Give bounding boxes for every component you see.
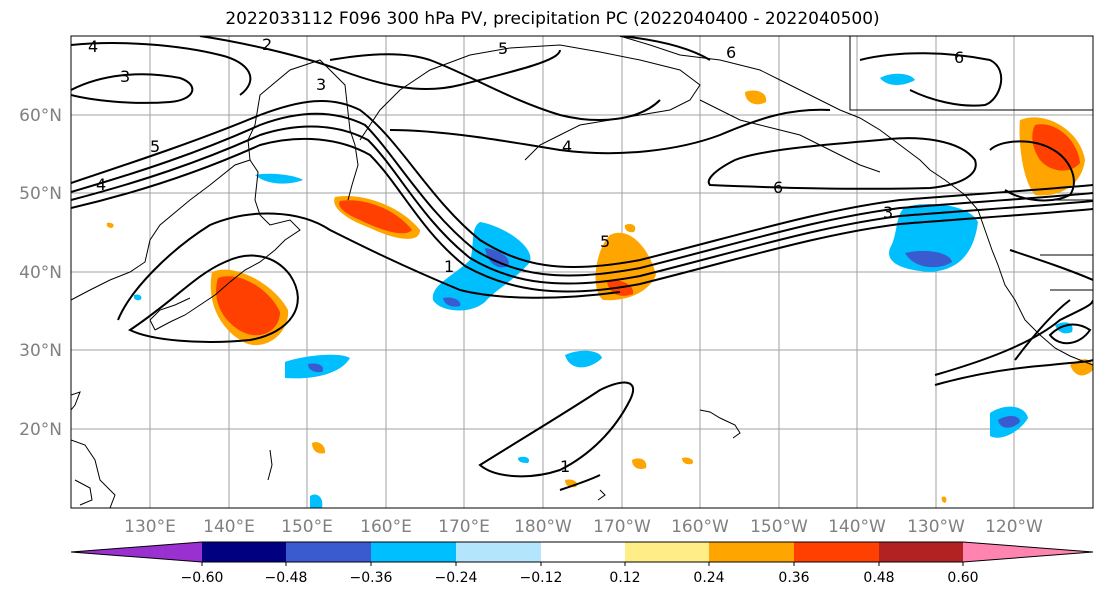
colorbar-tick-label: 0.60: [947, 570, 978, 586]
lon-label: 130°E: [124, 517, 176, 537]
colorbar-segment: [794, 542, 879, 562]
colorbar-tick-label: 0.12: [609, 570, 640, 586]
map-title: 2022033112 F096 300 hPa PV, precipitatio…: [225, 9, 880, 29]
contour-label: 4: [96, 175, 106, 194]
lat-label: 20°N: [19, 420, 62, 440]
colorbar-segment: [963, 542, 1093, 562]
colorbar-segment: [709, 542, 794, 562]
colorbar-tick-label: −0.60: [181, 570, 224, 586]
contour-label: 1: [560, 457, 570, 476]
colorbar-segment: [202, 542, 286, 562]
colorbar-segment: [371, 542, 456, 562]
contour-label: 1: [444, 257, 454, 276]
lon-label: 140°E: [203, 517, 255, 537]
contour-label: 3: [316, 75, 326, 94]
lat-labels: 20°N 30°N 40°N 50°N 60°N: [19, 106, 62, 440]
lon-label: 170°W: [593, 517, 651, 537]
contour-label: 5: [498, 39, 508, 58]
lat-label: 40°N: [19, 263, 62, 283]
contour-label: 2: [262, 35, 272, 54]
lat-label: 50°N: [19, 184, 62, 204]
contour-labels: 4 3 2 5 3 6 6 5 4 4 6 3 1 5 1: [88, 35, 964, 476]
lon-label: 180°W: [514, 517, 572, 537]
map-plot-area: 4 3 2 5 3 6 6 5 4 4 6 3 1 5 1: [71, 35, 1093, 508]
contour-label: 4: [88, 37, 98, 56]
colorbar-tick-label: 0.24: [693, 570, 724, 586]
contour-label: 5: [600, 232, 610, 251]
precip-anomaly-shading: [106, 73, 1093, 508]
lon-label: 120°W: [985, 517, 1043, 537]
lon-labels: 130°E 140°E 150°E 160°E 170°E 180°W 170°…: [124, 517, 1043, 537]
colorbar-segment: [625, 542, 709, 562]
lon-label: 140°W: [828, 517, 886, 537]
contour-label: 6: [773, 178, 783, 197]
colorbar-tick-label: 0.36: [778, 570, 809, 586]
lon-label: 150°W: [750, 517, 808, 537]
colorbar-segment: [541, 542, 625, 562]
lon-label: 160°E: [360, 517, 412, 537]
colorbar-tick-label: −0.12: [520, 570, 563, 586]
colorbar-tick-label: −0.36: [350, 570, 393, 586]
map-frame: [70, 35, 1094, 509]
lat-label: 30°N: [19, 341, 62, 361]
lon-label: 150°E: [281, 517, 333, 537]
contour-label: 6: [954, 48, 964, 67]
contour-label: 6: [726, 43, 736, 62]
colorbar: −0.60 −0.48 −0.36 −0.24 −0.12 0.12 0.24 0.36 0.4…: [70, 541, 1094, 586]
contour-label: 3: [883, 203, 893, 222]
lat-label: 60°N: [19, 106, 62, 126]
colorbar-segment: [286, 542, 371, 562]
colorbar-tick-label: −0.48: [265, 570, 308, 586]
colorbar-tick-label: 0.48: [863, 570, 894, 586]
colorbar-segments: [70, 541, 1094, 563]
contour-label: 5: [150, 137, 160, 156]
colorbar-segment: [71, 542, 202, 562]
colorbar-tick-label: −0.24: [435, 570, 478, 586]
contour-label: 4: [562, 137, 572, 156]
lon-label: 170°E: [438, 517, 490, 537]
colorbar-segment: [879, 542, 963, 562]
lon-label: 130°W: [907, 517, 965, 537]
colorbar-segment: [456, 542, 541, 562]
colorbar-ticks: −0.60 −0.48 −0.36 −0.24 −0.12 0.12 0.24 0.36 0.4…: [181, 562, 979, 586]
lon-label: 160°W: [671, 517, 729, 537]
pv-contours: [71, 36, 1093, 491]
contour-label: 3: [120, 67, 130, 86]
